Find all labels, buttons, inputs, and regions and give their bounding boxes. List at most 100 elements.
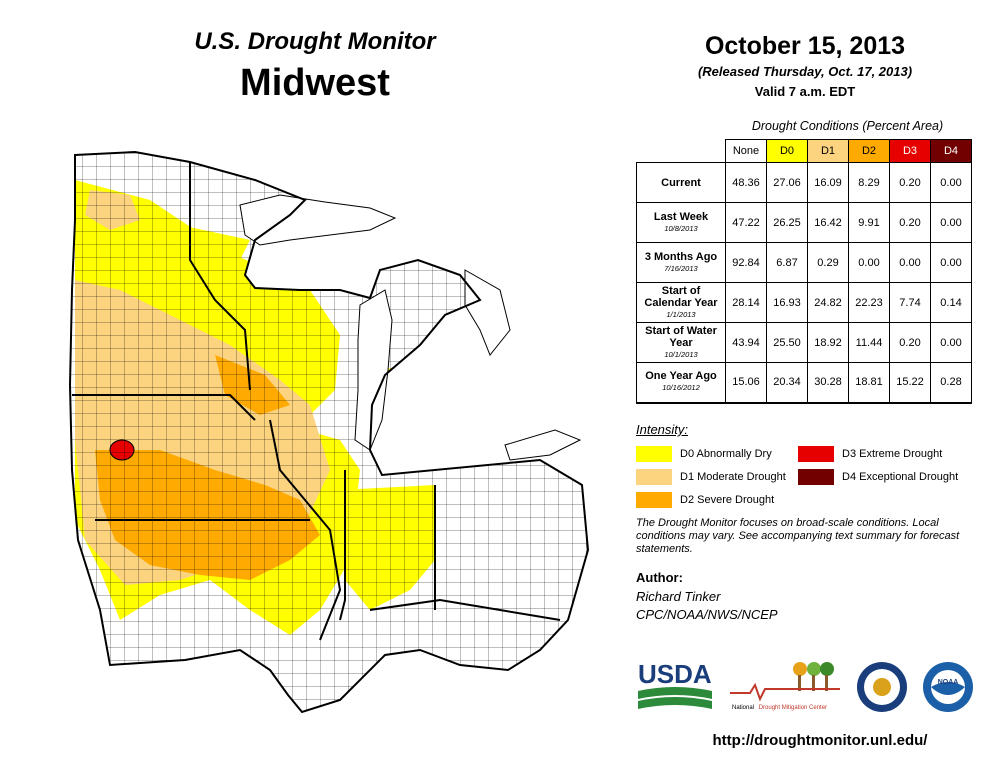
col-header-none: None xyxy=(725,139,767,163)
row-label-text: Current xyxy=(661,176,701,189)
legend-item-d3: D3 Extreme Drought xyxy=(798,446,942,462)
author-heading: Author: xyxy=(636,570,683,585)
col-header-d3: D3 xyxy=(889,139,931,163)
table-cell: 26.25 xyxy=(766,202,808,243)
row-label: 3 Months Ago 7/16/2013 xyxy=(636,242,726,283)
table-cell: 8.29 xyxy=(848,162,890,203)
valid-time: Valid 7 a.m. EDT xyxy=(754,84,856,99)
midwest-drought-map xyxy=(68,150,590,714)
table-cell: 28.14 xyxy=(725,282,767,323)
table-cell: 0.20 xyxy=(889,162,931,203)
usda-logo: USDA xyxy=(638,659,712,709)
table-cell: 16.93 xyxy=(766,282,808,323)
col-header-d1: D1 xyxy=(807,139,849,163)
legend-item-d1: D1 Moderate Drought xyxy=(636,469,786,485)
table-cell: 11.44 xyxy=(848,322,890,363)
col-header-d2: D2 xyxy=(848,139,890,163)
table-cell: 15.22 xyxy=(889,362,931,404)
table-cell: 0.00 xyxy=(930,322,972,363)
table-cell: 16.09 xyxy=(807,162,849,203)
legend-swatch-d0 xyxy=(636,446,672,462)
noaa-logo-text: NOAA xyxy=(938,679,959,686)
table-cell: 25.50 xyxy=(766,322,808,363)
ndmc-text-1: National xyxy=(732,705,754,711)
svg-text:National Drought Mitigat: National Drought Mitigation Center xyxy=(732,705,827,711)
table-row: Start of Calendar Year 1/1/2013 28.14 16.93… xyxy=(636,282,972,323)
row-label: Current xyxy=(636,162,726,203)
table-cell: 0.00 xyxy=(930,162,972,203)
table-cell: 43.94 xyxy=(725,322,767,363)
legend-swatch-d1 xyxy=(636,469,672,485)
table-cell: 47.22 xyxy=(725,202,767,243)
map-date: October 15, 2013 xyxy=(704,32,906,60)
table-cell: 20.34 xyxy=(766,362,808,404)
state-borders xyxy=(72,162,561,641)
table-cell: 0.00 xyxy=(930,202,972,243)
author-info: Richard Tinker CPC/NOAA/NWS/NCEP xyxy=(636,588,778,624)
legend-item-d2: D2 Severe Drought xyxy=(636,492,774,508)
legend-swatch-d2 xyxy=(636,492,672,508)
table-cell: 27.06 xyxy=(766,162,808,203)
drought-conditions-table: None D0 D1 D2 D3 D4 Current 48.36 27.06 16.… xyxy=(636,139,972,404)
row-label-date: 7/16/2013 xyxy=(664,263,698,273)
d0-region-michigan xyxy=(385,355,490,450)
table-corner xyxy=(637,140,726,163)
commerce-seal-logo xyxy=(857,662,907,712)
agency-logos: USDA National Drought Mitigation Center … xyxy=(638,659,973,712)
row-label-date: 10/1/2013 xyxy=(664,349,698,359)
col-header-d0: D0 xyxy=(766,139,808,163)
row-label-date: 10/16/2012 xyxy=(662,383,700,393)
region-title: Midwest xyxy=(240,62,390,104)
row-label-text: One Year Ago xyxy=(645,370,717,383)
table-cell: 0.20 xyxy=(889,322,931,363)
legend-swatch-d4 xyxy=(798,469,834,485)
legend-label-d3: D3 Extreme Drought xyxy=(842,448,943,460)
row-label-text: Start of Water Year xyxy=(645,324,717,349)
lake-michigan xyxy=(354,289,393,451)
noaa-logo: NOAA xyxy=(923,662,973,712)
table-cell: 48.36 xyxy=(725,162,767,203)
legend-item-d4: D4 Exceptional Drought xyxy=(798,469,958,485)
table-cell: 0.28 xyxy=(930,362,972,404)
row-label-text: 3 Months Ago xyxy=(644,250,718,263)
table-cell: 9.91 xyxy=(848,202,890,243)
row-label-date: 1/1/2013 xyxy=(666,309,696,319)
author-org: CPC/NOAA/NWS/NCEP xyxy=(636,607,778,622)
legend-heading: Intensity: xyxy=(636,422,689,437)
release-date: (Released Thursday, Oct. 17, 2013) xyxy=(697,64,913,79)
table-cell: 16.42 xyxy=(807,202,849,243)
disclaimer-note: The Drought Monitor focuses on broad-sca… xyxy=(636,517,960,555)
legend-label-d4: D4 Exceptional Drought xyxy=(842,471,959,483)
table-cell: 15.06 xyxy=(725,362,767,404)
row-label: Start of Calendar Year 1/1/2013 xyxy=(636,282,726,323)
legend-item-d0: D0 Abnormally Dry xyxy=(636,446,772,462)
table-cell: 0.20 xyxy=(889,202,931,243)
table-header-row: None D0 D1 D2 D3 D4 xyxy=(637,139,972,163)
table-row: Start of Water Year 10/1/2013 43.94 25.50 18… xyxy=(636,322,972,363)
website-url[interactable]: http://droughtmonitor.unl.edu/ xyxy=(712,732,928,749)
usda-logo-text: USDA xyxy=(638,659,712,689)
table-cell: 18.81 xyxy=(848,362,890,404)
table-cell: 22.23 xyxy=(848,282,890,323)
row-label-date: 10/8/2013 xyxy=(664,223,698,233)
legend-swatch-d3 xyxy=(798,446,834,462)
table-row: Current 48.36 27.06 16.09 8.29 0.20 0.00 xyxy=(636,162,972,203)
table-caption: Drought Conditions (Percent Area) xyxy=(751,119,944,133)
table-row: One Year Ago 10/16/2012 15.06 20.34 30.28 18.… xyxy=(636,362,972,404)
table-cell: 0.14 xyxy=(930,282,972,323)
lake-erie xyxy=(504,429,582,461)
table-cell: 30.28 xyxy=(807,362,849,404)
col-header-d4: D4 xyxy=(930,139,972,163)
map-title: U.S. Drought Monitor xyxy=(194,28,436,55)
land-outline xyxy=(68,150,590,714)
author-name: Richard Tinker xyxy=(636,589,721,604)
row-label-text: Last Week xyxy=(653,210,709,223)
legend-label-d1: D1 Moderate Drought xyxy=(680,471,786,483)
row-label: Last Week 10/8/2013 xyxy=(636,202,726,243)
table-cell: 92.84 xyxy=(725,242,767,283)
table-row: Last Week 10/8/2013 47.22 26.25 16.42 9.91 0.2… xyxy=(636,202,972,243)
row-label: Start of Water Year 10/1/2013 xyxy=(636,322,726,363)
lake-superior xyxy=(239,194,397,246)
table-cell: 0.00 xyxy=(848,242,890,283)
table-cell: 0.00 xyxy=(930,242,972,283)
